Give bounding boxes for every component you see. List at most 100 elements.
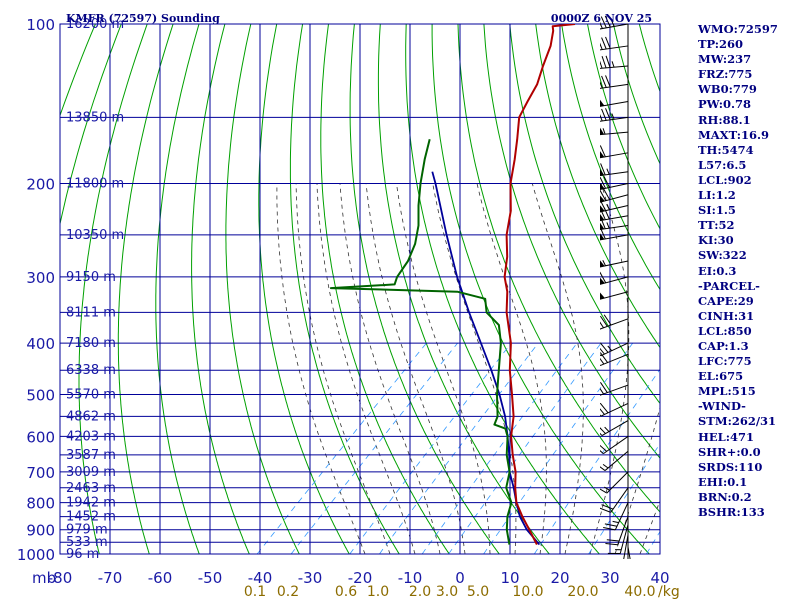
wind-barb — [603, 502, 629, 531]
barb-shaft — [600, 204, 629, 213]
index-item: EHI:0.1 — [698, 474, 748, 489]
barb-full — [603, 314, 612, 326]
barb-full — [604, 523, 618, 527]
barb-shaft — [619, 524, 629, 554]
barb-shaft — [600, 45, 629, 51]
barb-half — [606, 222, 610, 229]
wind-barb — [600, 450, 629, 471]
barb-full — [601, 37, 607, 50]
mixing-ratio-line — [256, 342, 427, 554]
barb-half — [611, 113, 615, 120]
temperature-tick-label: 0 — [455, 569, 465, 587]
index-item: SHR+:0.0 — [698, 444, 761, 459]
barb-full — [600, 357, 605, 365]
height-label: 979 m — [66, 523, 108, 538]
wind-barb — [600, 199, 629, 213]
barb-flag — [600, 182, 605, 190]
wind-barb — [600, 271, 629, 285]
barb-flag — [600, 127, 605, 135]
barb-full — [605, 36, 611, 49]
index-item: CINH:31 — [698, 308, 755, 323]
barb-flag — [600, 260, 605, 267]
wind-barb — [600, 314, 629, 330]
index-item: -WIND- — [698, 399, 746, 414]
index-item: TT:52 — [698, 218, 735, 233]
height-label: 3587 m — [66, 448, 116, 463]
barb-full — [600, 328, 601, 329]
barb-full — [600, 414, 602, 417]
barb-full — [600, 176, 606, 189]
barb-shaft — [600, 260, 629, 268]
index-item: PW:0.78 — [698, 97, 752, 112]
barb-flag — [600, 151, 605, 158]
height-label: 4203 m — [66, 429, 116, 444]
moist-adiabat-line — [614, 406, 660, 554]
mixing-ratio-unit: /kg — [658, 584, 680, 600]
mixing-ratio-label: 10.0 — [512, 584, 543, 600]
barb-full — [601, 75, 607, 88]
barb-full — [600, 488, 608, 494]
wind-barb — [594, 36, 629, 51]
barb-shaft — [606, 471, 629, 494]
isobars — [59, 23, 661, 555]
index-item: HEL:471 — [698, 429, 754, 444]
barb-shaft — [600, 65, 629, 69]
pressure-tick-label: 1000 — [17, 546, 55, 564]
station-title: KMFR (72597) Sounding — [66, 12, 220, 25]
temperature-tick-label: 10 — [500, 569, 519, 587]
wind-barb — [600, 487, 629, 513]
barb-full — [604, 15, 611, 28]
barb-flag — [600, 233, 605, 240]
moist-adiabat-line — [339, 183, 441, 554]
pressure-tick-label: 900 — [26, 522, 55, 540]
barb-shaft — [600, 403, 629, 417]
wind-barb — [600, 163, 629, 177]
barb-full — [603, 526, 616, 531]
wind-barb — [600, 436, 629, 455]
index-item: WMO:72597 — [698, 22, 778, 36]
height-label: 6338 m — [66, 363, 116, 378]
barb-full — [610, 564, 622, 565]
barb-shaft — [600, 342, 629, 357]
index-item: L57:6.5 — [698, 157, 747, 172]
temperature-trace — [503, 24, 576, 546]
index-item: SRDS:110 — [698, 459, 763, 474]
temperature-tick-label: 30 — [600, 569, 619, 587]
barb-shaft — [601, 420, 629, 436]
moist-adiabat-line — [316, 183, 416, 554]
barb-flag — [600, 292, 605, 300]
index-item: LI:1.2 — [698, 188, 736, 203]
barb-full — [601, 108, 607, 121]
barb-full — [600, 342, 609, 353]
temperature-tick-label: -80 — [48, 569, 73, 587]
barb-shaft — [610, 487, 629, 513]
height-label: 7180 m — [66, 336, 116, 351]
temperature-tick-label: 20 — [550, 569, 569, 587]
barb-full — [594, 39, 599, 50]
barb-shaft — [600, 318, 629, 330]
barb-full — [600, 402, 609, 414]
barb-full — [606, 539, 620, 542]
barb-full — [600, 507, 611, 513]
index-item: FRZ:775 — [698, 67, 753, 82]
parcel-trace — [431, 171, 541, 546]
barb-half — [604, 486, 610, 491]
dry-adiabat-line — [225, 24, 300, 554]
height-label: 8111 m — [66, 305, 116, 320]
temperature-tick-label: -20 — [348, 569, 373, 587]
wind-barb — [600, 145, 629, 159]
sounding-time: 0000Z 6 NOV 25 — [551, 12, 652, 25]
wind-barb — [600, 402, 629, 417]
barb-full — [605, 108, 611, 121]
barb-shaft — [600, 353, 629, 367]
height-label: 5570 m — [66, 387, 116, 402]
barb-full — [600, 114, 603, 122]
temperature-tick-label: -60 — [148, 569, 173, 587]
barb-full — [600, 315, 608, 327]
barb-half — [602, 128, 606, 135]
temperature-tick-label: -70 — [98, 569, 123, 587]
barb-flag — [600, 99, 605, 107]
barb-full — [600, 60, 603, 69]
